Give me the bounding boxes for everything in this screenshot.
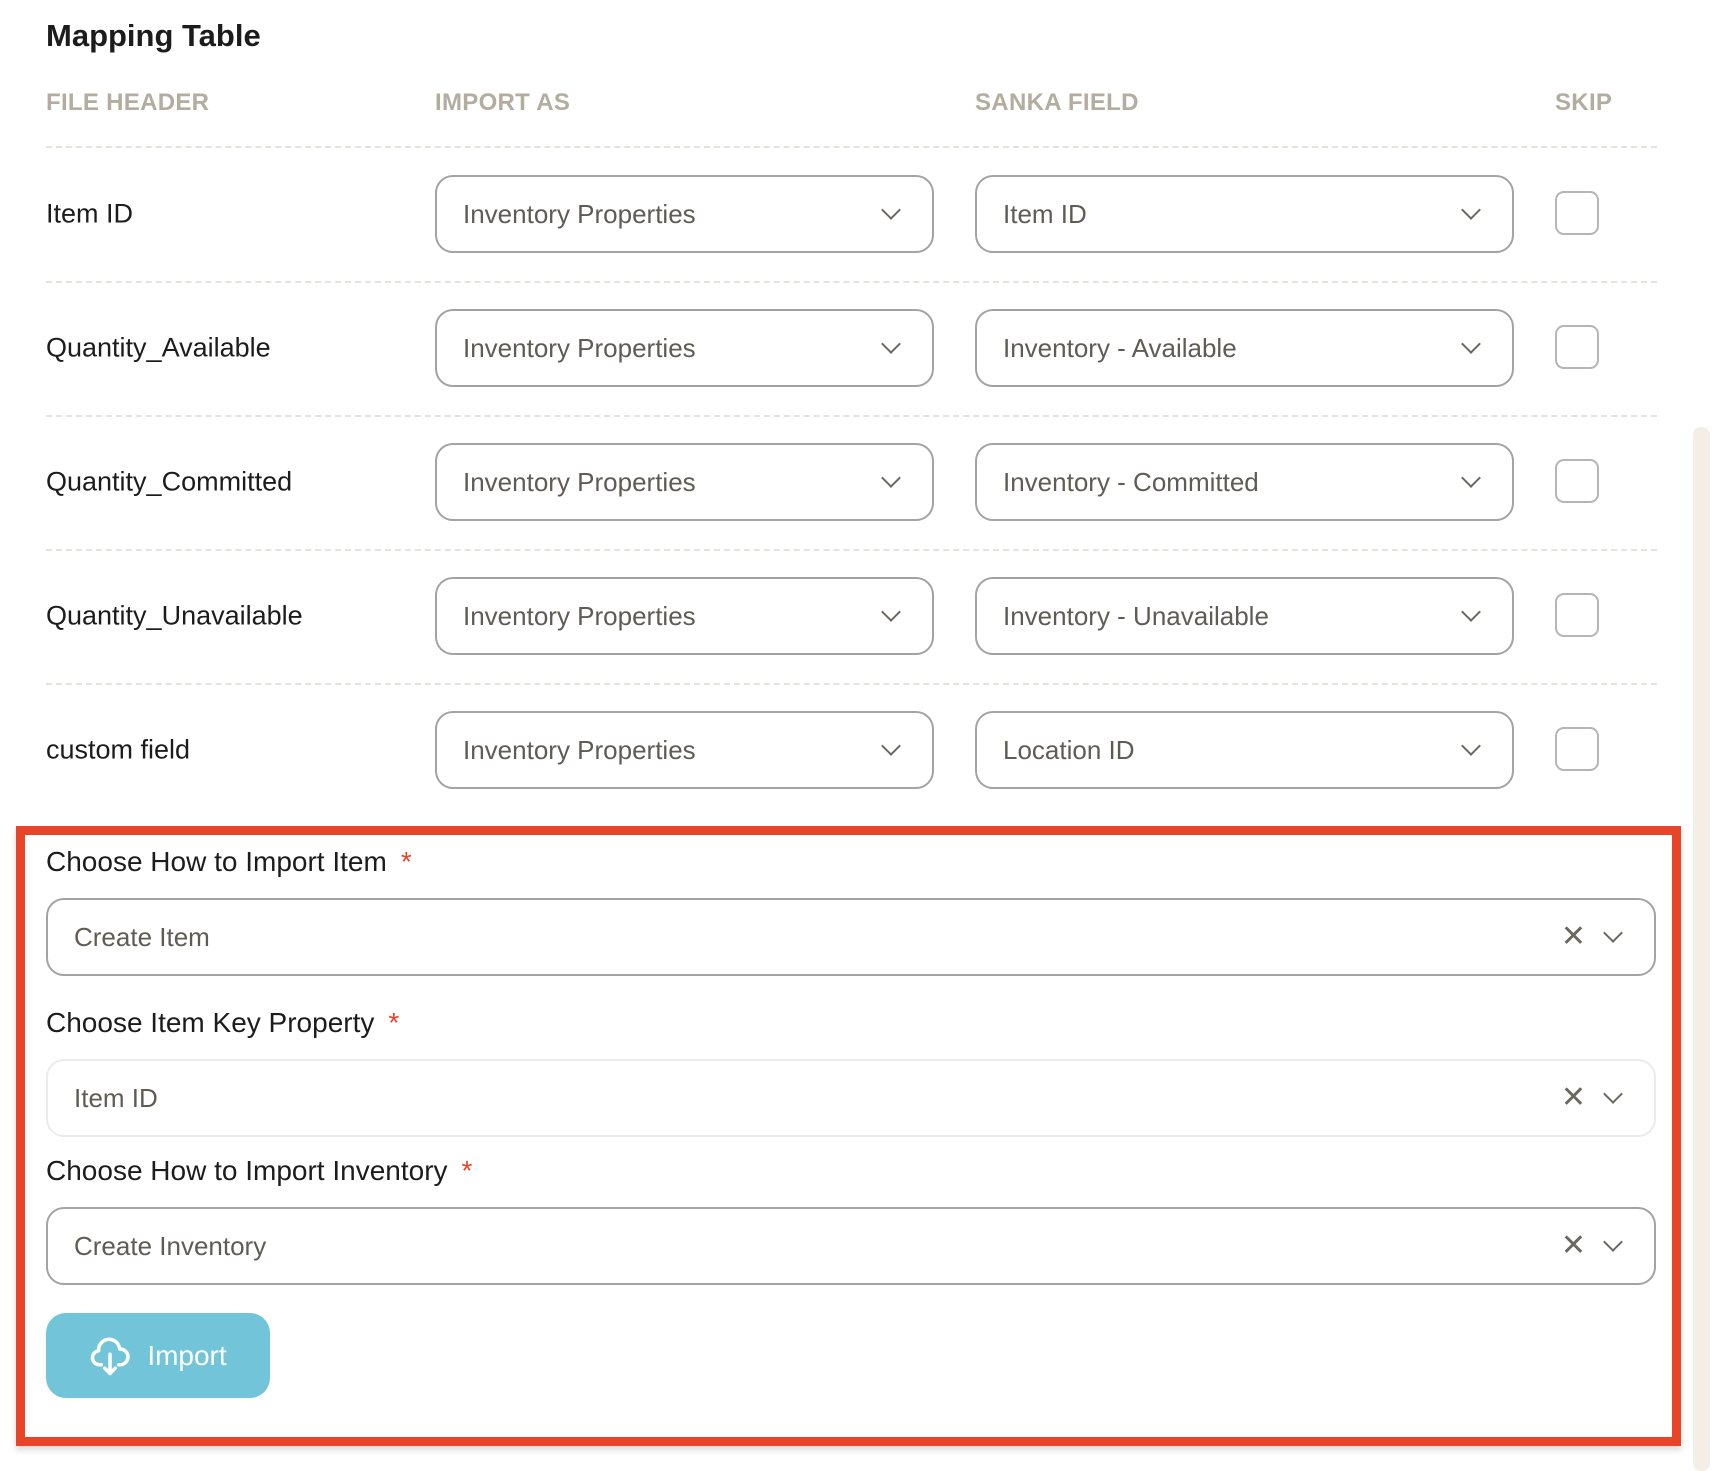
- import-as-select[interactable]: Inventory Properties: [435, 175, 934, 253]
- chevron-down-icon[interactable]: [1603, 1084, 1623, 1104]
- required-asterisk: *: [388, 1007, 400, 1038]
- chevron-down-icon: [881, 200, 901, 220]
- skip-checkbox[interactable]: [1555, 459, 1599, 503]
- import-item-select[interactable]: Create Item ✕: [46, 898, 1656, 976]
- skip-checkbox[interactable]: [1555, 191, 1599, 235]
- key-property-label-text: Choose Item Key Property: [46, 1007, 375, 1038]
- chevron-down-icon: [881, 468, 901, 488]
- file-header-cell: Quantity_Committed: [46, 466, 293, 497]
- sanka-field-select[interactable]: Location ID: [975, 711, 1514, 789]
- row-divider: [46, 146, 1657, 148]
- header-skip: SKIP: [1555, 89, 1613, 116]
- chevron-down-icon: [881, 736, 901, 756]
- clear-icon[interactable]: ✕: [1560, 1229, 1586, 1262]
- sanka-field-value: Location ID: [1003, 734, 1135, 765]
- import-as-value: Inventory Properties: [463, 198, 696, 229]
- sanka-field-value: Inventory - Unavailable: [1003, 600, 1269, 631]
- sanka-field-select[interactable]: Inventory - Available: [975, 309, 1514, 387]
- import-inventory-select[interactable]: Create Inventory ✕: [46, 1207, 1656, 1285]
- import-item-label-text: Choose How to Import Item: [46, 846, 387, 877]
- row-divider: [46, 549, 1657, 551]
- sanka-field-select[interactable]: Inventory - Committed: [975, 443, 1514, 521]
- import-as-select[interactable]: Inventory Properties: [435, 443, 934, 521]
- import-inventory-value: Create Inventory: [74, 1230, 267, 1261]
- required-asterisk: *: [461, 1155, 473, 1186]
- key-property-label: Choose Item Key Property *: [46, 1007, 399, 1039]
- file-header-cell: custom field: [46, 734, 191, 765]
- chevron-down-icon: [1461, 602, 1481, 622]
- clear-icon[interactable]: ✕: [1560, 920, 1586, 953]
- sanka-field-value: Inventory - Available: [1003, 332, 1237, 363]
- import-item-value: Create Item: [74, 921, 210, 952]
- cloud-upload-icon: [91, 1337, 130, 1375]
- skip-checkbox[interactable]: [1555, 593, 1599, 637]
- file-header-cell: Quantity_Available: [46, 332, 271, 363]
- import-button[interactable]: Import: [46, 1313, 270, 1398]
- skip-checkbox[interactable]: [1555, 727, 1599, 771]
- import-button-label: Import: [147, 1339, 227, 1371]
- import-inventory-label-text: Choose How to Import Inventory: [46, 1155, 448, 1186]
- import-as-value: Inventory Properties: [463, 600, 696, 631]
- sanka-field-value: Inventory - Committed: [1003, 466, 1259, 497]
- import-inventory-label: Choose How to Import Inventory *: [46, 1155, 472, 1187]
- mapping-table-title: Mapping Table: [46, 18, 261, 53]
- header-file-header: FILE HEADER: [46, 89, 210, 116]
- import-as-value: Inventory Properties: [463, 466, 696, 497]
- sanka-field-select[interactable]: Item ID: [975, 175, 1514, 253]
- chevron-down-icon: [1461, 334, 1481, 354]
- import-as-select[interactable]: Inventory Properties: [435, 711, 934, 789]
- sanka-field-value: Item ID: [1003, 198, 1087, 229]
- chevron-down-icon: [1461, 736, 1481, 756]
- chevron-down-icon[interactable]: [1603, 923, 1623, 943]
- header-sanka-field: SANKA FIELD: [975, 89, 1139, 116]
- chevron-down-icon: [1461, 468, 1481, 488]
- import-item-label: Choose How to Import Item *: [46, 846, 412, 878]
- import-as-select[interactable]: Inventory Properties: [435, 577, 934, 655]
- chevron-down-icon[interactable]: [1603, 1232, 1623, 1252]
- header-import-as: IMPORT AS: [435, 89, 571, 116]
- chevron-down-icon: [881, 334, 901, 354]
- highlight-box: [16, 826, 1681, 1446]
- chevron-down-icon: [881, 602, 901, 622]
- chevron-down-icon: [1461, 200, 1481, 220]
- file-header-cell: Quantity_Unavailable: [46, 600, 303, 631]
- row-divider: [46, 415, 1657, 417]
- scrollbar[interactable]: [1693, 427, 1710, 1471]
- key-property-select[interactable]: Item ID ✕: [46, 1059, 1656, 1137]
- import-as-value: Inventory Properties: [463, 734, 696, 765]
- row-divider: [46, 281, 1657, 283]
- skip-checkbox[interactable]: [1555, 325, 1599, 369]
- row-divider: [46, 683, 1657, 685]
- import-as-value: Inventory Properties: [463, 332, 696, 363]
- file-header-cell: Item ID: [46, 198, 134, 229]
- import-as-select[interactable]: Inventory Properties: [435, 309, 934, 387]
- key-property-value: Item ID: [74, 1082, 158, 1113]
- clear-icon[interactable]: ✕: [1560, 1081, 1586, 1114]
- required-asterisk: *: [400, 846, 412, 877]
- sanka-field-select[interactable]: Inventory - Unavailable: [975, 577, 1514, 655]
